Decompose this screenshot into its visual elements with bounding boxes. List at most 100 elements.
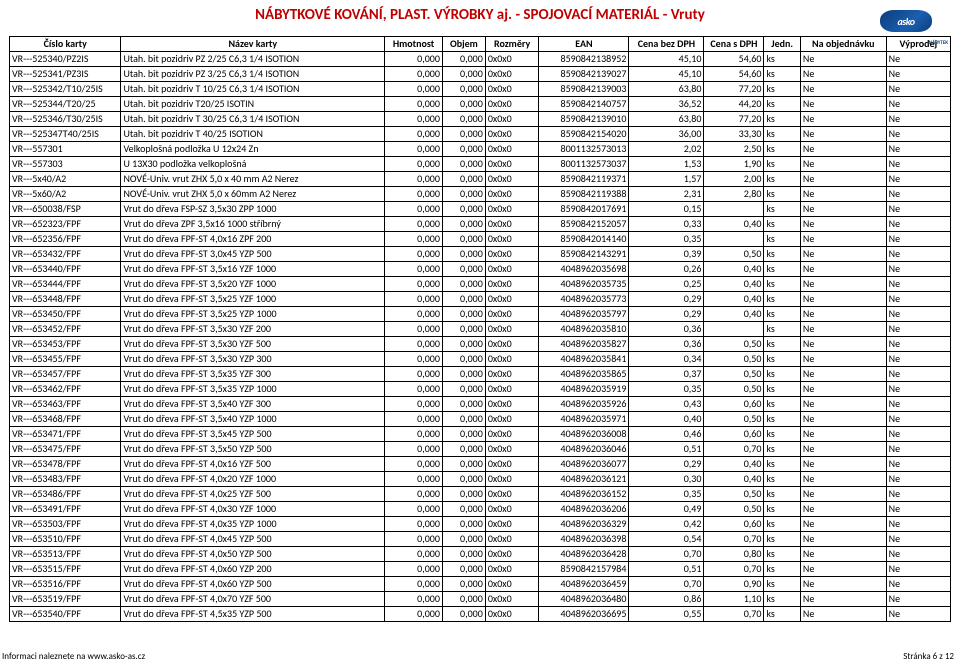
table-cell: 0x0x0 [485,457,539,472]
table-cell: ks [764,577,800,592]
table-cell: 54,60 [704,52,764,67]
table-cell: 0,000 [442,307,485,322]
table-cell: 0x0x0 [485,382,539,397]
table-cell: 0,49 [629,502,704,517]
table-cell: ks [764,172,800,187]
table-cell: 63,80 [629,82,704,97]
table-cell: 0,000 [385,52,443,67]
table-cell: 0,43 [629,397,704,412]
table-cell: Vrut do dřeva FPF-ST 4,0x25 YZF 500 [121,487,385,502]
col-header: Číslo karty [10,37,121,52]
table-cell: VR---557303 [10,157,121,172]
table-cell: Vrut do dřeva FPF-ST 3,0x45 YZP 500 [121,247,385,262]
table-row: VR---653486/FPFVrut do dřeva FPF-ST 4,0x… [10,487,951,502]
table-cell: ks [764,262,800,277]
table-cell: VR---653486/FPF [10,487,121,502]
table-cell: 0,000 [442,412,485,427]
table-cell: 0x0x0 [485,127,539,142]
table-cell: ks [764,157,800,172]
table-row: VR---5x60/A2NOVÉ-Univ. vrut ZHX 5,0 x 60… [10,187,951,202]
table-cell: ks [764,472,800,487]
table-cell: 0x0x0 [485,292,539,307]
table-cell: VR---5x60/A2 [10,187,121,202]
table-cell: VR---525346/T30/25IS [10,112,121,127]
table-cell: VR---653440/FPF [10,262,121,277]
table-cell: ks [764,607,800,622]
table-cell: Vrut do dřeva FPF-ST 3,5x45 YZP 500 [121,427,385,442]
table-row: VR---653463/FPFVrut do dřeva FPF-ST 3,5x… [10,397,951,412]
table-cell: 44,20 [704,97,764,112]
table-cell: 0x0x0 [485,517,539,532]
table-cell: 4048962035827 [539,337,629,352]
table-cell: 4048962036695 [539,607,629,622]
table-cell: Ne [886,412,950,427]
table-cell: 0,000 [385,367,443,382]
table-cell: 0,000 [442,442,485,457]
table-cell: 0,26 [629,262,704,277]
table-cell: 0,000 [385,337,443,352]
table-cell: 0,000 [385,562,443,577]
footer-right: Stránka 6 z 12 [903,651,954,662]
table-cell: 0,000 [442,97,485,112]
table-cell: 0x0x0 [485,607,539,622]
table-cell: 0,000 [442,607,485,622]
table-row: VR---525346/T30/25ISUtah. bit pozidriv T… [10,112,951,127]
table-cell: Ne [886,382,950,397]
table-cell: Vrut do dřeva FPF-ST 3,5x30 YZP 300 [121,352,385,367]
table-cell: 0,70 [629,547,704,562]
table-cell: Vrut do dřeva FPF-ST 4,0x35 YZP 1000 [121,517,385,532]
table-cell: 0,000 [385,217,443,232]
table-cell: 0x0x0 [485,142,539,157]
table-cell: Vrut do dřeva FPF-ST 3,5x50 YZP 500 [121,442,385,457]
table-cell: Ne [800,502,886,517]
table-cell [704,202,764,217]
table-cell: Utah. bit pozidriv PZ 3/25 C6,3 1/4 ISOT… [121,67,385,82]
table-cell: 0,000 [442,292,485,307]
table-row: VR---653444/FPFVrut do dřeva FPF-ST 3,5x… [10,277,951,292]
table-cell: VR---653450/FPF [10,307,121,322]
table-cell: ks [764,232,800,247]
table-cell: 8590842139027 [539,67,629,82]
logo-text: asko [897,15,914,28]
col-header: Název karty [121,37,385,52]
table-cell: 0,29 [629,292,704,307]
table-cell: Ne [886,337,950,352]
table-cell: ks [764,442,800,457]
table-cell: 54,60 [704,67,764,82]
page-title: NÁBYTKOVÉ KOVÁNÍ, PLAST. VÝROBKY aj. - S… [0,0,960,36]
table-cell: 4048962036329 [539,517,629,532]
table-cell: ks [764,217,800,232]
table-cell: ks [764,412,800,427]
table-cell: 0x0x0 [485,97,539,112]
table-cell: Ne [800,307,886,322]
table-cell: Ne [886,52,950,67]
table-cell: 36,52 [629,97,704,112]
table-cell: 77,20 [704,112,764,127]
table-cell: 0x0x0 [485,322,539,337]
table-cell: 0,50 [704,382,764,397]
table-cell: 0,51 [629,562,704,577]
table-cell: Ne [886,577,950,592]
table-cell: VR---653510/FPF [10,532,121,547]
table-cell: Vrut do dřeva FPF-ST 3,5x30 YZF 200 [121,322,385,337]
table-cell: 0,36 [629,337,704,352]
table-cell: VR---652356/FPF [10,232,121,247]
table-cell: 0,70 [629,577,704,592]
table-cell: 0x0x0 [485,187,539,202]
table-cell: 0,000 [442,397,485,412]
table-cell: ks [764,517,800,532]
table-cell: 8590842157984 [539,562,629,577]
table-cell: Ne [800,592,886,607]
table-cell: ks [764,562,800,577]
table-cell: VR---653483/FPF [10,472,121,487]
table-cell: 0,000 [385,487,443,502]
table-cell: Ne [800,397,886,412]
table-cell: 0,000 [385,142,443,157]
table-cell: 0,000 [385,547,443,562]
table-cell: Ne [886,187,950,202]
table-cell: Ne [800,277,886,292]
table-cell: ks [764,202,800,217]
table-cell: Ne [800,127,886,142]
table-cell: VR---525340/PZ2IS [10,52,121,67]
table-cell: 0x0x0 [485,577,539,592]
